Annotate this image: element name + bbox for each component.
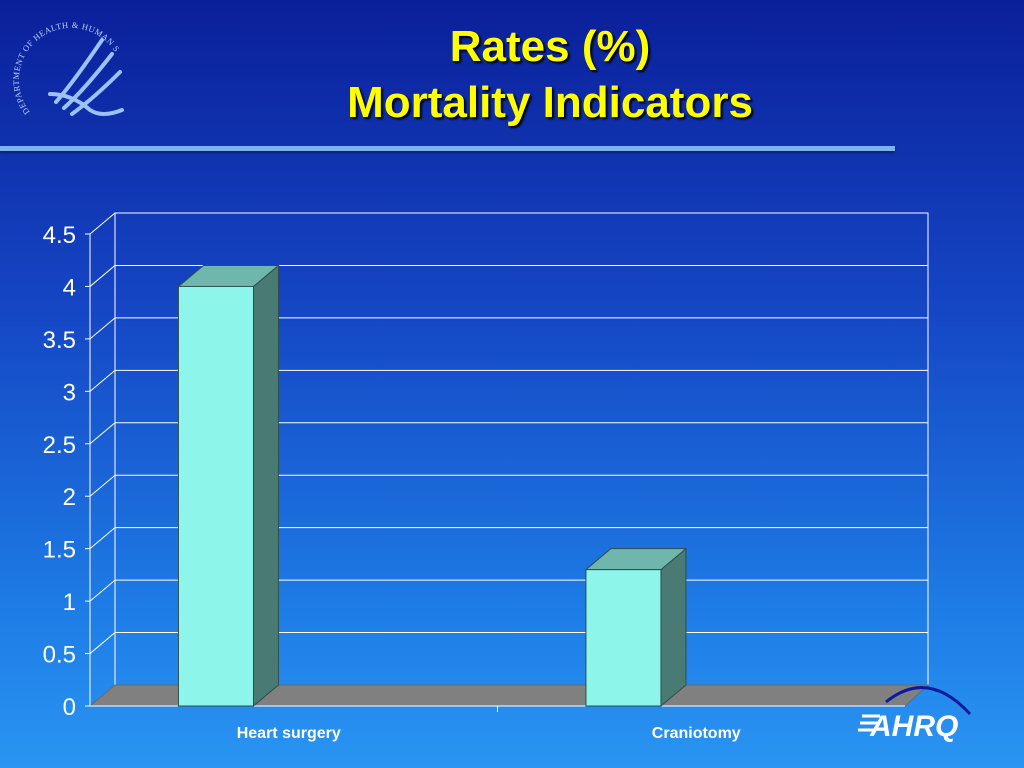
gridline-depth [89,369,116,392]
gridline-depth [89,317,116,340]
y-tick-label: 0 [63,694,76,721]
eagle-icon [48,38,124,116]
ahrq-speed-lines-icon [858,714,880,732]
gridline-depth [89,265,116,287]
gridline-depth [89,212,116,235]
y-tick-label: 2.5 [43,432,76,459]
gridline-depth [89,632,116,654]
x-category-label: Heart surgery [237,725,341,742]
y-tick-label: 3 [63,379,76,406]
bar-front [177,285,254,707]
ahrq-logo: AHRQ [858,686,972,743]
y-tick-label: 1 [63,589,76,616]
bar [177,264,280,708]
hhs-logo: DEPARTMENT OF HEALTH & HUMAN SERVICES · … [12,14,124,117]
slide-title-line1: Rates (%) [449,22,651,71]
bar-side [252,264,279,708]
gridline-depth [89,422,116,445]
gridline-depth [89,474,116,497]
bar [584,547,688,708]
ahrq-logo-text: AHRQ [869,710,958,743]
bar-layer [177,264,688,708]
slide-title-line2: Mortality Indicators [347,78,753,127]
ahrq-swoosh-icon [885,686,972,716]
gridline-depth [89,527,116,550]
y-tick-label: 0.5 [43,642,76,669]
y-tick-label: 1.5 [43,537,76,564]
y-tick-label: 4 [63,274,76,301]
title-underline [0,146,895,151]
bar-front [585,569,662,707]
y-tick-label: 3.5 [43,327,76,354]
bar-side [660,547,687,708]
y-tick-label: 2 [63,484,76,511]
gridline-depth [89,579,116,602]
y-tick-label: 4.5 [43,222,76,249]
x-category-label: Craniotomy [652,725,741,742]
label-layer: 0 0.5 1 1.5 2 2.5 3 3.5 4 4.5 Heart surgery Craniot… [43,222,741,742]
